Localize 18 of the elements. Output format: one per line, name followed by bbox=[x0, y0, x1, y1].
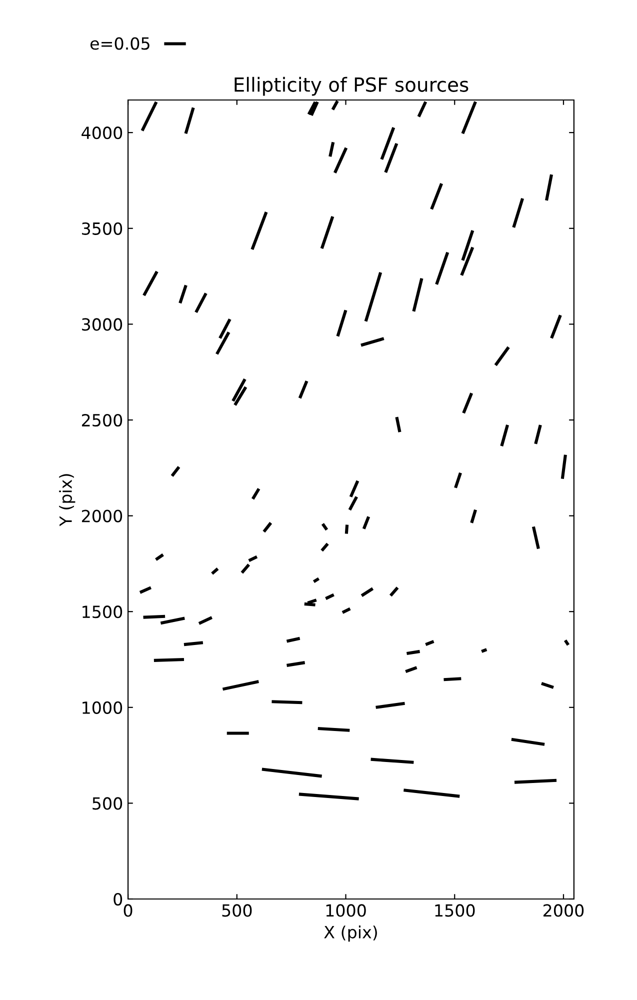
legend-label: e=0.05 bbox=[90, 37, 150, 50]
x-tick-label: 500 bbox=[222, 904, 252, 917]
x-axis-title: X (pix) bbox=[324, 926, 377, 942]
y-tick-label: 2500 bbox=[82, 414, 122, 427]
y-tick-label: 4000 bbox=[82, 126, 122, 140]
y-tick-label: 2000 bbox=[82, 510, 122, 522]
x-tick-label: 2000 bbox=[544, 904, 584, 917]
y-axis-title: Y (pix) bbox=[59, 474, 76, 526]
x-tick-label: 0 bbox=[124, 904, 132, 917]
y-tick-label: 3000 bbox=[82, 318, 122, 331]
y-tick-label: 1500 bbox=[82, 606, 122, 618]
x-tick-label: 1000 bbox=[326, 904, 366, 917]
y-tick-label: 1000 bbox=[82, 701, 122, 714]
chart-title: Ellipticity of PSF sources bbox=[234, 76, 468, 96]
y-tick-label: 0 bbox=[114, 892, 122, 906]
y-tick-label: 3500 bbox=[82, 222, 122, 235]
x-tick-label: 1500 bbox=[435, 904, 475, 917]
y-tick-label: 500 bbox=[92, 797, 122, 810]
